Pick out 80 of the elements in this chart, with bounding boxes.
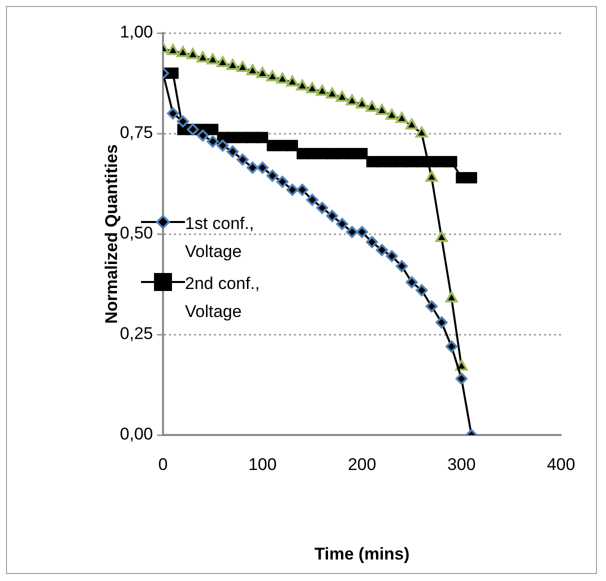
point xyxy=(176,115,189,128)
point xyxy=(286,184,298,196)
point xyxy=(246,64,259,76)
x-tick-label: 200 xyxy=(348,454,376,474)
point xyxy=(256,162,268,174)
point xyxy=(356,226,368,238)
point xyxy=(386,108,398,120)
point xyxy=(276,176,288,188)
point xyxy=(346,226,358,238)
y-tick-label: 0,75 xyxy=(120,123,153,142)
point xyxy=(196,51,209,62)
point xyxy=(326,210,338,222)
point xyxy=(435,231,448,242)
point xyxy=(186,48,200,60)
x-tick-label: 0 xyxy=(158,454,168,474)
point xyxy=(206,53,219,64)
point xyxy=(256,132,268,144)
point xyxy=(466,172,478,184)
y-tick-label: 0,50 xyxy=(120,224,153,243)
point xyxy=(446,156,458,168)
point xyxy=(386,250,398,262)
point xyxy=(166,44,180,56)
point xyxy=(316,202,328,214)
point xyxy=(456,372,468,385)
x-axis-title: Time (mins) xyxy=(314,544,410,564)
point xyxy=(296,79,308,90)
point xyxy=(226,58,239,70)
point xyxy=(436,316,448,328)
point xyxy=(207,124,218,136)
x-tick-label: 400 xyxy=(546,454,576,474)
point xyxy=(376,244,388,256)
point xyxy=(396,260,408,272)
point xyxy=(176,46,190,58)
point xyxy=(226,146,239,158)
point xyxy=(216,56,229,68)
point xyxy=(246,162,259,174)
point xyxy=(456,172,468,184)
point xyxy=(286,75,299,86)
point xyxy=(266,70,279,82)
point xyxy=(416,284,428,296)
point xyxy=(296,184,308,196)
point xyxy=(236,154,249,166)
point xyxy=(286,140,298,152)
point xyxy=(206,136,219,148)
point xyxy=(266,170,278,182)
point xyxy=(166,107,179,120)
point xyxy=(425,170,438,182)
point xyxy=(196,130,209,142)
point xyxy=(256,67,269,78)
point xyxy=(406,276,418,288)
point xyxy=(356,148,368,160)
point xyxy=(396,112,408,124)
point xyxy=(236,60,249,72)
point xyxy=(366,100,378,112)
point xyxy=(346,94,358,106)
point xyxy=(167,68,179,79)
point xyxy=(376,104,388,115)
point xyxy=(336,218,348,230)
point xyxy=(426,300,438,312)
point xyxy=(366,236,378,248)
x-tick-label: 300 xyxy=(447,454,476,474)
point xyxy=(216,140,229,152)
y-tick-label: 0,25 xyxy=(120,324,153,344)
point xyxy=(326,88,338,99)
point xyxy=(306,194,318,206)
point xyxy=(446,340,458,353)
point xyxy=(356,98,368,109)
y-axis-title: Normalized Quantities xyxy=(102,144,121,324)
y-tick-label: 0,00 xyxy=(120,424,153,444)
point xyxy=(336,90,348,102)
y-tick-label: 1,00 xyxy=(120,22,153,42)
legend-label: 2nd conf., Voltage xyxy=(185,272,261,323)
point xyxy=(416,126,428,138)
point xyxy=(306,82,318,94)
point xyxy=(406,118,418,130)
point xyxy=(276,72,289,84)
x-tick-label: 100 xyxy=(248,454,277,474)
point xyxy=(346,148,358,160)
point xyxy=(316,84,328,96)
legend-label: 1st conf., Voltage xyxy=(185,212,255,263)
